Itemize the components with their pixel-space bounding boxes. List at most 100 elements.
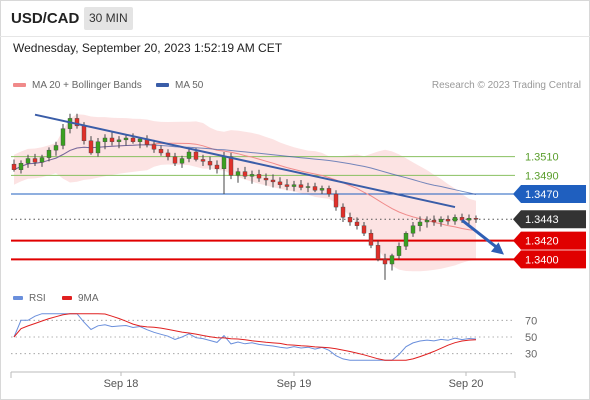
legend-rsi: RSI bbox=[13, 293, 46, 304]
candle-body bbox=[291, 184, 297, 187]
candle-body bbox=[165, 152, 171, 157]
candle-body bbox=[207, 161, 213, 166]
candle-body bbox=[172, 156, 178, 164]
candle-body bbox=[368, 232, 374, 246]
candle-body bbox=[445, 218, 451, 222]
candle-body bbox=[326, 188, 332, 195]
candle-body bbox=[270, 179, 276, 183]
candle-body bbox=[340, 206, 346, 218]
candle-body bbox=[95, 141, 101, 154]
bollinger-band-layer bbox=[14, 114, 476, 272]
candle-body bbox=[473, 218, 479, 220]
candle-body bbox=[46, 149, 52, 158]
candle-body bbox=[32, 158, 38, 163]
symbol-label: USD/CAD bbox=[11, 10, 80, 27]
candle-body bbox=[193, 151, 199, 160]
trend-line bbox=[34, 113, 456, 209]
rsi-level-label: 30 bbox=[525, 349, 537, 361]
candle-body bbox=[256, 174, 262, 179]
timeframe-button[interactable]: 30 MIN bbox=[84, 7, 133, 30]
time-tick-label: Sep 20 bbox=[449, 378, 484, 390]
candle-body bbox=[277, 181, 283, 185]
level-label-1-3443: 1.3443 bbox=[525, 214, 559, 226]
candle-body bbox=[60, 128, 66, 146]
candle-body bbox=[403, 232, 409, 247]
candle-body bbox=[452, 217, 458, 222]
rsi-line bbox=[13, 313, 477, 361]
candle-body bbox=[424, 219, 430, 223]
candle-body bbox=[221, 156, 227, 170]
level-tag-1-3400 bbox=[513, 250, 586, 269]
candle-body bbox=[179, 158, 185, 164]
ma50-swatch bbox=[156, 83, 169, 88]
candle-body bbox=[137, 138, 143, 142]
forecast-arrow-shaft bbox=[461, 218, 502, 252]
chart-header: USD/CAD 30 MIN bbox=[0, 0, 590, 37]
candle-body bbox=[102, 137, 108, 142]
candle-body bbox=[39, 157, 45, 163]
legend-9ma-label: 9MA bbox=[78, 293, 99, 304]
annotation-layer bbox=[34, 113, 504, 255]
candle-body bbox=[375, 245, 381, 260]
candle-body bbox=[410, 225, 416, 234]
level-label-1-3490: 1.3490 bbox=[525, 170, 559, 182]
candle-body bbox=[116, 139, 122, 142]
candle-body bbox=[312, 186, 318, 191]
chart-datetime: Wednesday, September 20, 2023 1:52:19 AM… bbox=[13, 41, 283, 55]
level-label-1-3510: 1.3510 bbox=[525, 152, 559, 164]
candle-body bbox=[263, 177, 269, 181]
attribution: Research © 2023 Trading Central bbox=[431, 80, 581, 91]
candle-body bbox=[88, 140, 94, 154]
level-label-1-3470: 1.3470 bbox=[525, 189, 559, 201]
level-tag-1-3470 bbox=[513, 185, 586, 203]
legend-9ma: 9MA bbox=[62, 293, 99, 304]
rsi-swatch bbox=[13, 296, 23, 301]
candle-body bbox=[151, 144, 157, 150]
rsi-panel: 70 50 30 bbox=[11, 313, 537, 361]
price-label-layer: 1.3510 1.3490 1.3470 1.3443 1.3420 1.3400 bbox=[513, 152, 586, 269]
time-tick-label: Sep 19 bbox=[277, 378, 312, 390]
level-label-1-3420: 1.3420 bbox=[525, 236, 559, 248]
candle-body bbox=[396, 246, 402, 256]
candle-body bbox=[109, 137, 115, 142]
legend-bollinger-label: MA 20 + Bollinger Bands bbox=[32, 80, 142, 91]
legend-ma50-label: MA 50 bbox=[175, 80, 204, 91]
candle-body bbox=[53, 145, 59, 151]
candle-body bbox=[347, 217, 353, 223]
candle-body bbox=[214, 164, 220, 169]
price-level-layer bbox=[11, 156, 518, 261]
candle-body bbox=[81, 125, 87, 142]
candle-body bbox=[466, 218, 472, 221]
candle-body bbox=[319, 188, 325, 191]
candlestick-layer bbox=[11, 113, 479, 280]
time-axis: Sep 18 Sep 19 Sep 20 bbox=[10, 371, 516, 390]
candle-body bbox=[305, 186, 311, 188]
candle-body bbox=[130, 137, 136, 142]
candle-body bbox=[228, 156, 234, 176]
candle-body bbox=[333, 193, 339, 208]
candle-body bbox=[11, 163, 17, 170]
candle-body bbox=[18, 162, 24, 170]
bollinger-swatch bbox=[13, 83, 26, 88]
level-label-1-3400: 1.3400 bbox=[525, 254, 559, 266]
candle-body bbox=[354, 221, 360, 226]
rsi-ma-line bbox=[13, 313, 477, 361]
level-tag-1-3443 bbox=[513, 210, 586, 229]
candle-body bbox=[158, 148, 164, 154]
forecast-arrow-head bbox=[490, 242, 504, 255]
candle-body bbox=[431, 219, 437, 223]
bollinger-band bbox=[14, 114, 476, 272]
level-tag-1-3420 bbox=[513, 231, 586, 250]
rsi-level-label: 50 bbox=[525, 332, 537, 344]
candle-body bbox=[438, 218, 444, 223]
candle-body bbox=[123, 137, 129, 141]
candle-body bbox=[389, 255, 395, 265]
9ma-swatch bbox=[62, 296, 72, 301]
candle-body bbox=[361, 225, 367, 234]
legend-bollinger: MA 20 + Bollinger Bands bbox=[13, 80, 142, 91]
candle-body bbox=[298, 184, 304, 188]
candle-body bbox=[74, 118, 80, 127]
candle-body bbox=[200, 159, 206, 162]
legend-ma50: MA 50 bbox=[156, 80, 203, 91]
